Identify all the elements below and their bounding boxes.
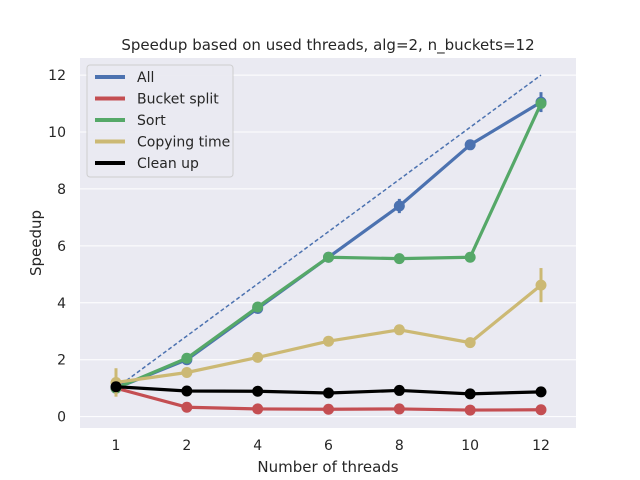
data-point-clean-up [535, 386, 547, 398]
data-point-clean-up [464, 388, 476, 400]
reference-line-group [115, 74, 542, 389]
x-tick-label: 12 [532, 438, 550, 454]
x-tick-label: 2 [182, 438, 191, 454]
x-tick-labels: 1 2 4 6 8 10 12 [112, 438, 550, 454]
data-point-sort [464, 251, 476, 263]
data-point-sort [181, 352, 193, 364]
y-tick-label: 12 [48, 68, 66, 84]
x-axis-label: Number of threads [257, 458, 398, 476]
y-tick-label: 8 [57, 182, 66, 198]
data-point-bucket-split [252, 403, 264, 415]
data-point-clean-up [323, 387, 334, 399]
y-tick-label: 4 [57, 296, 66, 312]
y-tick-label: 10 [48, 125, 66, 141]
data-point-bucket-split [393, 403, 405, 415]
y-tick-label: 6 [57, 239, 66, 255]
x-tick-label: 10 [461, 438, 479, 454]
data-point-sort [535, 98, 547, 110]
legend-label-all: All [137, 70, 154, 86]
data-point-copying-time [464, 337, 476, 349]
y-tick-label: 0 [57, 410, 66, 426]
data-point-copying-time [535, 279, 547, 291]
legend-box [86, 64, 234, 178]
legend-label-sort: Sort [137, 113, 166, 129]
data-point-bucket-split [535, 404, 547, 416]
data-point-clean-up [110, 381, 122, 393]
data-point-bucket-split [323, 403, 334, 415]
series-sort [110, 98, 547, 394]
legend-label-clean-up: Clean up [137, 156, 199, 172]
x-tick-label: 8 [395, 438, 404, 454]
data-point-clean-up [181, 385, 193, 397]
data-point-sort [323, 251, 334, 263]
data-point-copying-time [252, 351, 264, 363]
data-point-sort [393, 253, 405, 265]
data-point-copying-time [181, 367, 193, 378]
series-clean-up [110, 381, 547, 400]
data-point-clean-up [252, 385, 264, 397]
data-point-copying-time [393, 324, 405, 336]
x-tick-label: 4 [253, 438, 262, 454]
series-group [110, 92, 547, 416]
data-point-clean-up [393, 384, 405, 396]
data-point-sort [252, 301, 264, 313]
data-point-bucket-split [464, 404, 476, 416]
data-point-all [393, 200, 405, 212]
legend-label-copying-time: Copying time [137, 135, 230, 151]
x-tick-label: 6 [324, 438, 333, 454]
y-axis-label: Speedup [27, 210, 45, 276]
y-tick-labels: 0 2 4 6 8 10 12 [48, 68, 66, 426]
x-tick-label: 1 [112, 438, 121, 454]
ideal-speedup-line [115, 74, 542, 389]
y-tick-label: 2 [57, 353, 66, 369]
data-point-all [464, 139, 476, 151]
legend-label-bucket-split: Bucket split [137, 92, 219, 108]
data-point-bucket-split [181, 401, 193, 413]
data-point-copying-time [323, 335, 334, 347]
legend: All Bucket split Sort Copying time Clean up [86, 64, 234, 178]
chart-title: Speedup based on used threads, alg=2, n_… [121, 36, 534, 55]
